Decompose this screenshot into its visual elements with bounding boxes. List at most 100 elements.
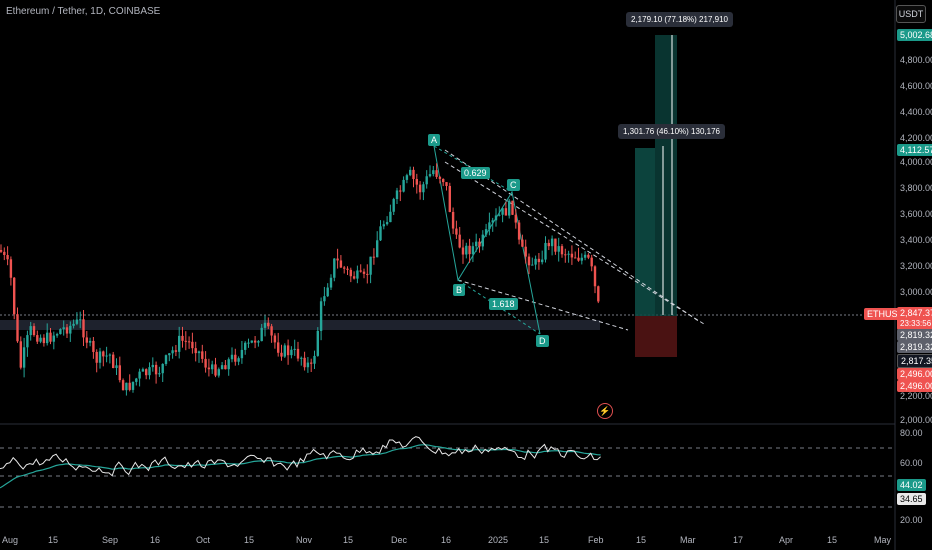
- candle-body: [260, 327, 263, 342]
- candle-body: [544, 242, 547, 260]
- candle-body: [161, 363, 164, 374]
- candle-body: [514, 214, 517, 223]
- candle-body: [527, 256, 531, 266]
- x-label: 15: [636, 535, 647, 545]
- candle-body: [227, 359, 230, 370]
- candle-body: [428, 174, 432, 177]
- candle-body: [343, 267, 346, 269]
- candle-body: [534, 258, 537, 265]
- candle-body: [145, 369, 148, 376]
- candle-body: [220, 365, 224, 370]
- candle-body: [82, 319, 85, 338]
- candle-body: [95, 351, 98, 363]
- fib-label-bd: 1.618: [489, 298, 518, 310]
- candle-body: [468, 245, 471, 255]
- candle-body: [356, 270, 359, 279]
- candle-body: [141, 369, 145, 372]
- candle-body: [181, 335, 184, 341]
- y-label: 4,000.00: [900, 157, 932, 167]
- candle-body: [52, 335, 55, 342]
- candle-body: [524, 246, 527, 257]
- candle-body: [13, 277, 16, 315]
- candle-body: [283, 345, 286, 357]
- x-label: 16: [150, 535, 161, 545]
- pattern-point-d: D: [536, 335, 549, 347]
- candle-body: [399, 190, 402, 192]
- candle-body: [125, 382, 128, 391]
- candle-body: [455, 228, 458, 235]
- candle-body: [488, 222, 491, 230]
- rsi-ma-line: [0, 444, 601, 489]
- candle-body: [92, 340, 95, 352]
- price-badge-gray: 2,819.32: [897, 329, 932, 341]
- countdown: 23:33:56: [900, 319, 932, 328]
- event-icon[interactable]: ⚡: [597, 403, 613, 419]
- candle-body: [326, 287, 329, 297]
- candle-body: [115, 365, 118, 369]
- candle-body: [458, 234, 461, 248]
- candle-body: [550, 238, 554, 247]
- candle-body: [313, 355, 316, 364]
- candle-body: [346, 268, 349, 270]
- target-high-badge: 5,002.68: [897, 29, 932, 41]
- candle-body: [574, 257, 577, 259]
- candle-body: [263, 322, 267, 328]
- candle-body: [484, 229, 488, 235]
- candle-body: [187, 341, 191, 343]
- candle-body: [217, 369, 220, 376]
- candle-body: [547, 242, 550, 247]
- candle-body: [138, 371, 141, 379]
- candle-body: [49, 332, 52, 342]
- rsi-y-label: 20.00: [900, 515, 923, 525]
- candle-body: [418, 184, 422, 193]
- candle-body: [554, 238, 557, 252]
- candle-body: [352, 276, 356, 279]
- y-label: 3,600.00: [900, 209, 932, 219]
- candle-body: [557, 246, 560, 252]
- candle-body: [250, 340, 253, 343]
- x-label: 17: [733, 535, 744, 545]
- candle-body: [395, 190, 399, 200]
- candle-body: [59, 329, 62, 335]
- candle-body: [6, 255, 9, 260]
- x-label: 15: [244, 535, 255, 545]
- pattern-point-a: A: [428, 134, 441, 146]
- y-label: 4,800.00: [900, 55, 932, 65]
- upper-wedge-line-2: [444, 161, 705, 325]
- last-price-badge: 2,847.37 23:33:56: [897, 307, 932, 330]
- candle-body: [108, 354, 112, 356]
- currency-button[interactable]: USDT: [896, 5, 926, 23]
- candle-body: [405, 175, 409, 180]
- candle-body: [98, 351, 102, 363]
- candle-body: [478, 241, 481, 247]
- candles: [0, 163, 600, 396]
- candle-body: [280, 352, 283, 357]
- y-label: 2,200.00: [900, 391, 932, 401]
- candle-body: [0, 250, 3, 252]
- candle-body: [593, 266, 597, 287]
- x-label: Mar: [680, 535, 696, 545]
- candle-body: [214, 364, 217, 376]
- candle-body: [537, 258, 541, 263]
- target-zone-high: [655, 35, 677, 316]
- candle-body: [461, 247, 465, 255]
- candle-body: [517, 222, 521, 240]
- candle-body: [257, 341, 260, 343]
- candle-body: [564, 254, 567, 256]
- candle-body: [194, 348, 197, 354]
- stop-badge: 2,496.00: [897, 380, 932, 392]
- candle-body: [224, 365, 227, 370]
- candle-body: [501, 208, 504, 215]
- candle-body: [65, 327, 69, 334]
- candle-body: [151, 364, 154, 368]
- candle-body: [570, 253, 574, 258]
- candle-body: [46, 332, 49, 344]
- candle-body: [29, 326, 32, 336]
- candle-body: [508, 200, 511, 216]
- candle-body: [445, 182, 448, 186]
- candle-body: [22, 347, 26, 368]
- y-label: 3,200.00: [900, 261, 932, 271]
- candle-body: [36, 335, 39, 342]
- last-price: 2,847.37: [900, 308, 932, 318]
